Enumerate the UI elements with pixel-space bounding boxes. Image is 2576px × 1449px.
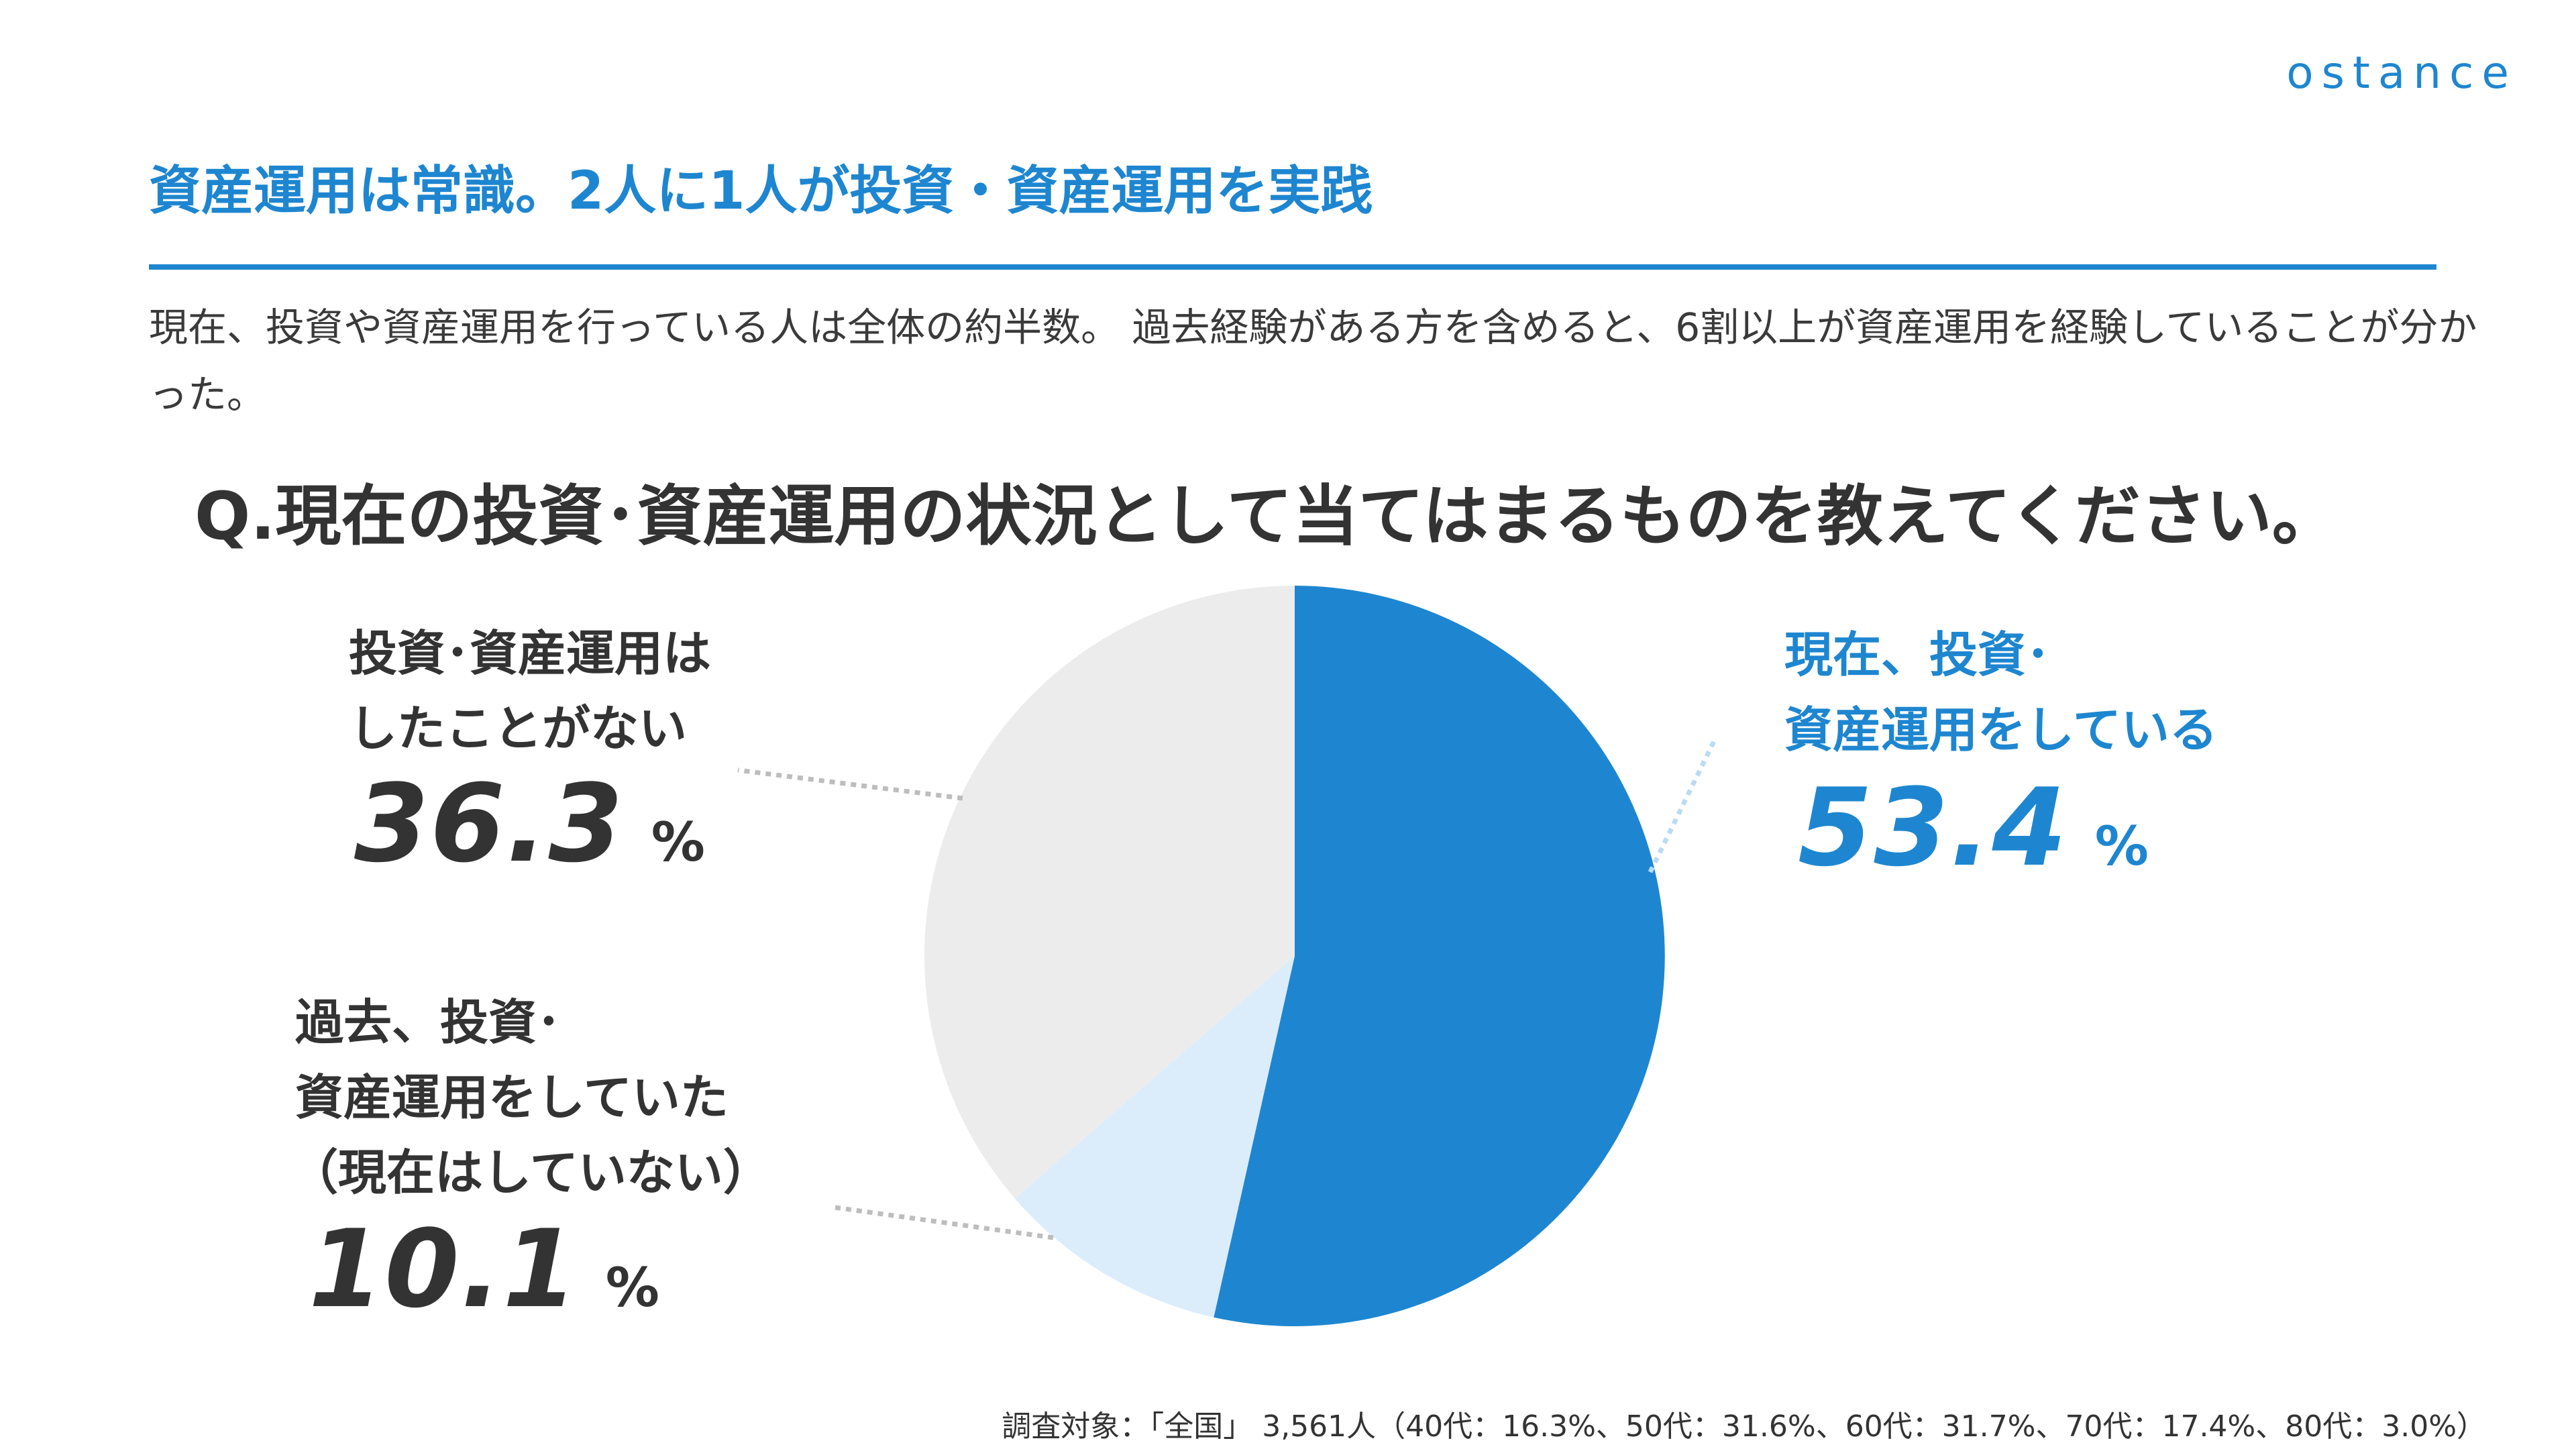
label-past-percent: 10.1% <box>295 1206 771 1332</box>
value-never: 36.3 <box>354 761 625 886</box>
label-never: 投資･資産運用は したことがない 36.3% <box>349 616 711 886</box>
brand-logo: ostance <box>2286 47 2517 99</box>
leader-current <box>1648 740 1717 873</box>
title-divider <box>149 264 2436 270</box>
label-never-line-2: したことがない <box>349 700 688 757</box>
label-current-line-1: 現在、投資･ <box>1784 627 2051 683</box>
survey-question: Q.現在の投資･資産運用の状況として当てはまるものを教えてください。 <box>195 478 2338 555</box>
label-past-line-2: 資産運用をしていた <box>295 1069 729 1126</box>
value-past: 10.1 <box>309 1206 579 1332</box>
leader-never <box>737 767 963 801</box>
unit-past: % <box>605 1256 661 1319</box>
lead-text: 現在、投資や資産運用を行っている人は全体の約半数。 過去経験がある方を含めると、… <box>149 305 2477 417</box>
label-past-line-3: （現在はしていない） <box>290 1144 771 1201</box>
slice-never <box>924 586 1295 1199</box>
unit-current: % <box>2094 815 2150 877</box>
label-past-line-1: 過去、投資･ <box>295 994 561 1051</box>
label-current: 現在、投資･ 資産運用をしている 53.4% <box>1784 617 2218 890</box>
slice-past <box>1015 956 1295 1318</box>
label-never-line-1: 投資･資産運用は <box>349 625 712 682</box>
value-current: 53.4 <box>1798 765 2068 890</box>
label-never-percent: 36.3% <box>349 761 711 886</box>
label-current-line-2: 資産運用をしている <box>1784 702 2218 758</box>
slice-current <box>1214 586 1665 1326</box>
footnote: 調査対象：「全国」 3,561人（40代：16.3%、50代：31.6%、60代… <box>1002 1409 2486 1444</box>
leader-past <box>835 1205 1054 1240</box>
label-current-percent: 53.4% <box>1784 765 2218 890</box>
unit-never: % <box>651 811 706 873</box>
label-past: 過去、投資･ 資産運用をしていた （現在はしていない） 10.1% <box>290 985 771 1332</box>
page-title: 資産運用は常識。2人に1人が投資・資産運用を実践 <box>149 161 1373 221</box>
